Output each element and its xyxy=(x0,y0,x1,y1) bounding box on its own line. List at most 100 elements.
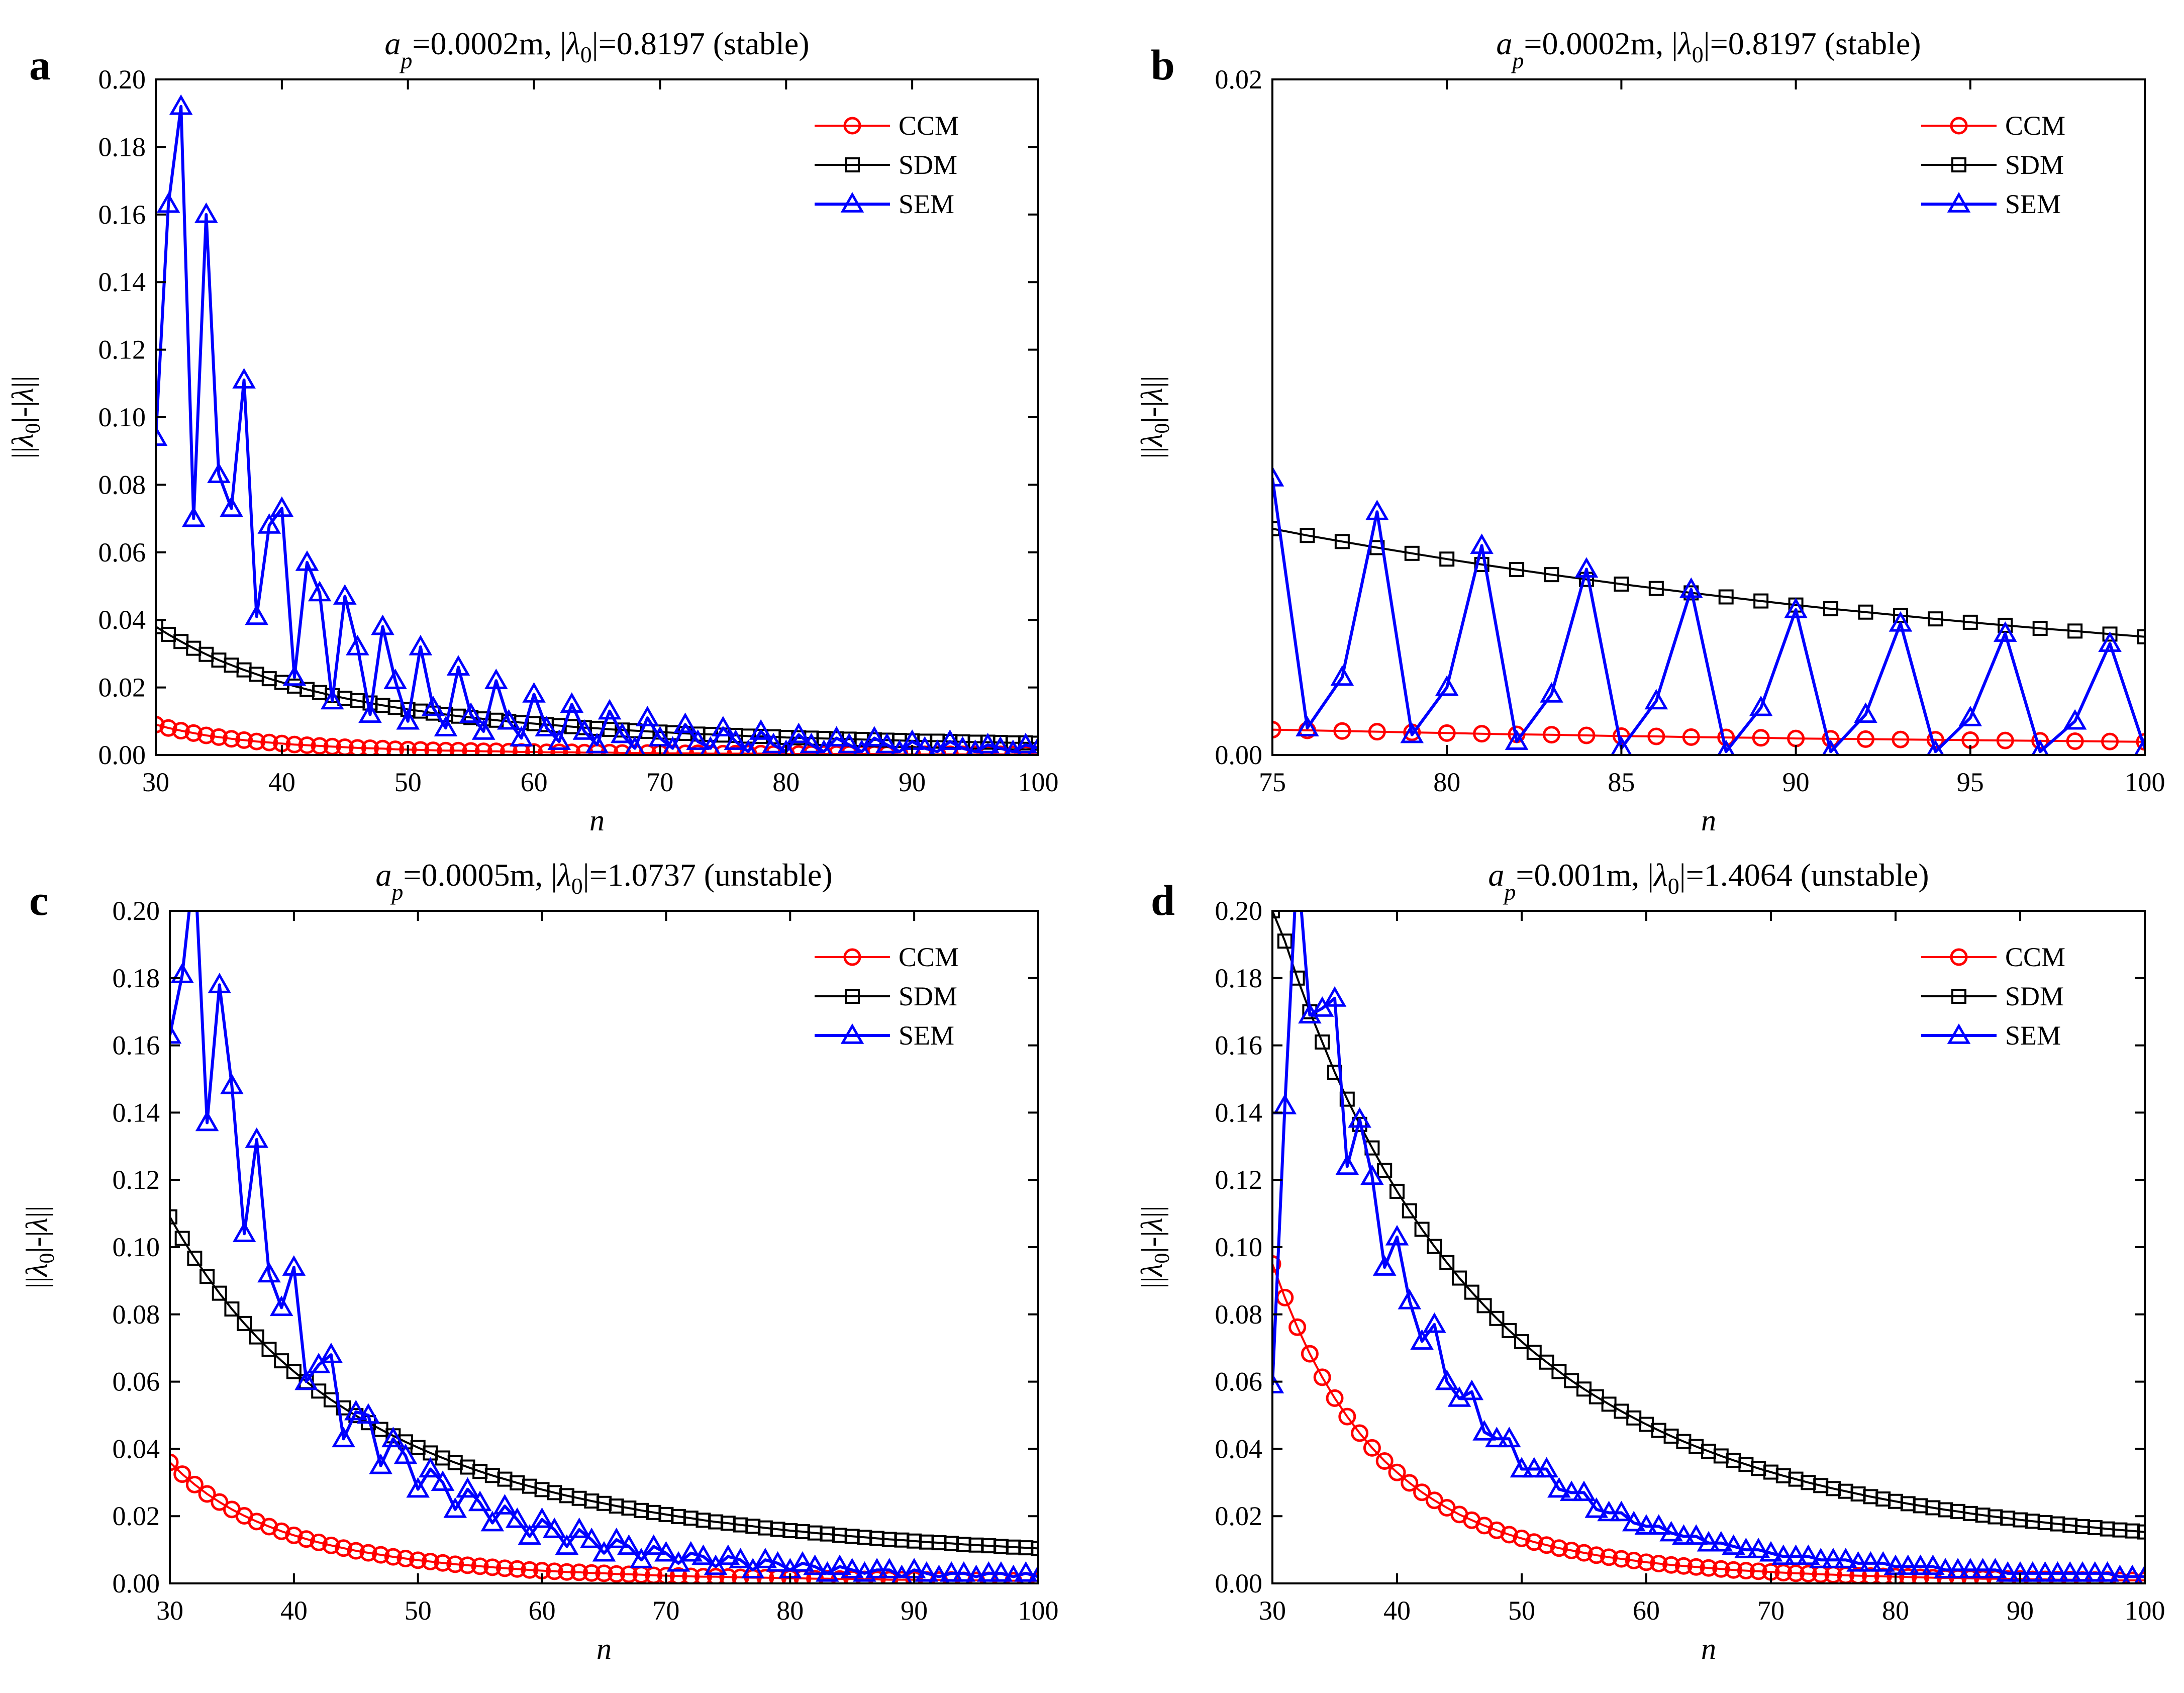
x-tick-label: 70 xyxy=(646,767,673,797)
series-line-ccm xyxy=(170,1461,1038,1582)
data-point-sem xyxy=(686,729,710,750)
data-point-sem xyxy=(890,739,909,755)
data-point-ccm xyxy=(1338,1407,1356,1426)
data-point-sem xyxy=(346,634,369,655)
data-point-sem xyxy=(282,665,307,686)
data-point-sem xyxy=(2063,709,2087,730)
axes-box xyxy=(169,910,1039,1584)
data-point-sem xyxy=(421,695,445,716)
data-point-ccm xyxy=(1351,1424,1369,1442)
legend-marker xyxy=(845,157,860,172)
data-point-sem xyxy=(629,1548,653,1568)
data-point-sem xyxy=(1435,675,1459,696)
y-tick-label: 0.14 xyxy=(1215,1097,1263,1127)
data-point-sdm xyxy=(1315,1034,1330,1050)
title-lambda: λ xyxy=(1653,857,1668,893)
data-point-sdm xyxy=(2102,626,2118,642)
data-point-sem xyxy=(938,729,962,750)
series-sem xyxy=(1272,911,2145,1583)
data-point-sem xyxy=(1323,986,1347,1007)
ylabel-part: || xyxy=(6,447,39,459)
y-tick-label: 0.06 xyxy=(1215,1367,1263,1397)
data-point-sem xyxy=(654,1541,678,1562)
data-point-sem xyxy=(636,706,659,726)
legend-item-ccm: CCM xyxy=(815,111,959,141)
data-point-sdm xyxy=(1648,581,1664,596)
legend-marker xyxy=(840,192,864,213)
data-point-ccm xyxy=(285,735,304,754)
data-point-ccm xyxy=(172,722,190,740)
data-point-sem xyxy=(1846,1551,1870,1572)
data-point-ccm xyxy=(159,719,177,737)
data-point-ccm xyxy=(1575,1544,1593,1562)
data-point-sem xyxy=(332,1427,355,1448)
series-sdm xyxy=(1272,911,2145,1540)
series-sem xyxy=(1272,465,2145,755)
data-point-sem xyxy=(1759,1541,1783,1562)
data-point-sem xyxy=(1746,1538,1770,1558)
data-point-sem xyxy=(853,739,871,755)
data-point-ccm xyxy=(694,1568,712,1583)
data-point-sem xyxy=(567,1517,591,1538)
data-point-ccm xyxy=(1500,1526,1518,1544)
data-point-sem xyxy=(2070,1561,2095,1582)
x-tick-label: 40 xyxy=(268,767,295,797)
data-point-sem xyxy=(1644,689,1668,710)
data-point-sem xyxy=(1854,702,1877,723)
data-point-sem xyxy=(741,1558,765,1578)
data-point-sem xyxy=(308,581,332,602)
data-point-sem xyxy=(1822,739,1840,755)
series-sem xyxy=(170,911,1038,1583)
data-point-sem xyxy=(766,1551,789,1572)
data-point-sdm xyxy=(187,1251,203,1266)
x-axis-title: n xyxy=(1701,1632,1716,1665)
legend-marker xyxy=(1950,948,1968,966)
data-point-sdm xyxy=(1576,1381,1592,1397)
data-point-ccm xyxy=(1333,722,1351,740)
data-point-sem xyxy=(862,726,886,747)
data-point-ccm xyxy=(285,1526,303,1544)
data-point-ccm xyxy=(2136,733,2145,751)
data-point-ccm xyxy=(1272,721,1281,739)
data-point-sem xyxy=(716,1544,740,1565)
data-point-sdm xyxy=(1489,1310,1505,1326)
data-point-sem xyxy=(2083,1561,2107,1582)
data-point-sem xyxy=(952,1561,976,1582)
data-point-sem xyxy=(1993,621,2017,642)
data-point-sem xyxy=(1470,533,1494,554)
data-point-ccm xyxy=(487,742,505,755)
x-tick-label: 60 xyxy=(1633,1595,1660,1626)
chart-panel-d: d 30 40 50 60 70 80 90 100 0.00 0.02 0.04 0.06 0.08 0.… xyxy=(1135,857,2165,1665)
data-point-sdm xyxy=(286,1364,302,1379)
data-point-sem xyxy=(471,719,495,740)
data-point-ccm xyxy=(298,736,316,755)
y-tick-label: 0.20 xyxy=(98,64,146,95)
legend-label: SEM xyxy=(899,189,954,219)
data-point-sem xyxy=(269,1295,293,1316)
data-point-ccm xyxy=(831,1570,849,1583)
y-tick-label: 0.08 xyxy=(98,469,146,500)
data-point-sdm xyxy=(2173,620,2184,633)
y-tick-label: 0.04 xyxy=(113,1434,160,1464)
ylabel-part: |-| xyxy=(1135,401,1168,423)
data-point-sem xyxy=(1871,1551,1895,1572)
y-tick-label: 0.16 xyxy=(98,200,146,230)
y-axis-title: ||λ0|-|λ|| xyxy=(1135,1205,1174,1288)
data-point-ccm xyxy=(1874,1567,1892,1583)
data-point-ccm xyxy=(1912,1568,1930,1583)
series-sem xyxy=(156,94,1038,755)
title-part: |=0.8197 (stable) xyxy=(592,26,810,61)
data-point-sem xyxy=(1771,1544,1796,1565)
data-point-ccm xyxy=(335,1539,353,1557)
data-point-sem xyxy=(777,739,795,755)
data-point-ccm xyxy=(496,1559,514,1577)
data-point-ccm xyxy=(1612,1550,1630,1568)
data-point-sdm xyxy=(212,1285,227,1301)
data-point-ccm xyxy=(1272,1255,1281,1273)
legend-item-sdm: SDM xyxy=(815,981,957,1011)
y-tick-label: 0.10 xyxy=(113,1232,160,1262)
data-point-ccm xyxy=(613,744,631,755)
data-point-ccm xyxy=(1401,1474,1419,1492)
y-tick-label: 0.10 xyxy=(1215,1232,1263,1262)
legend-marker xyxy=(1947,1023,1971,1044)
